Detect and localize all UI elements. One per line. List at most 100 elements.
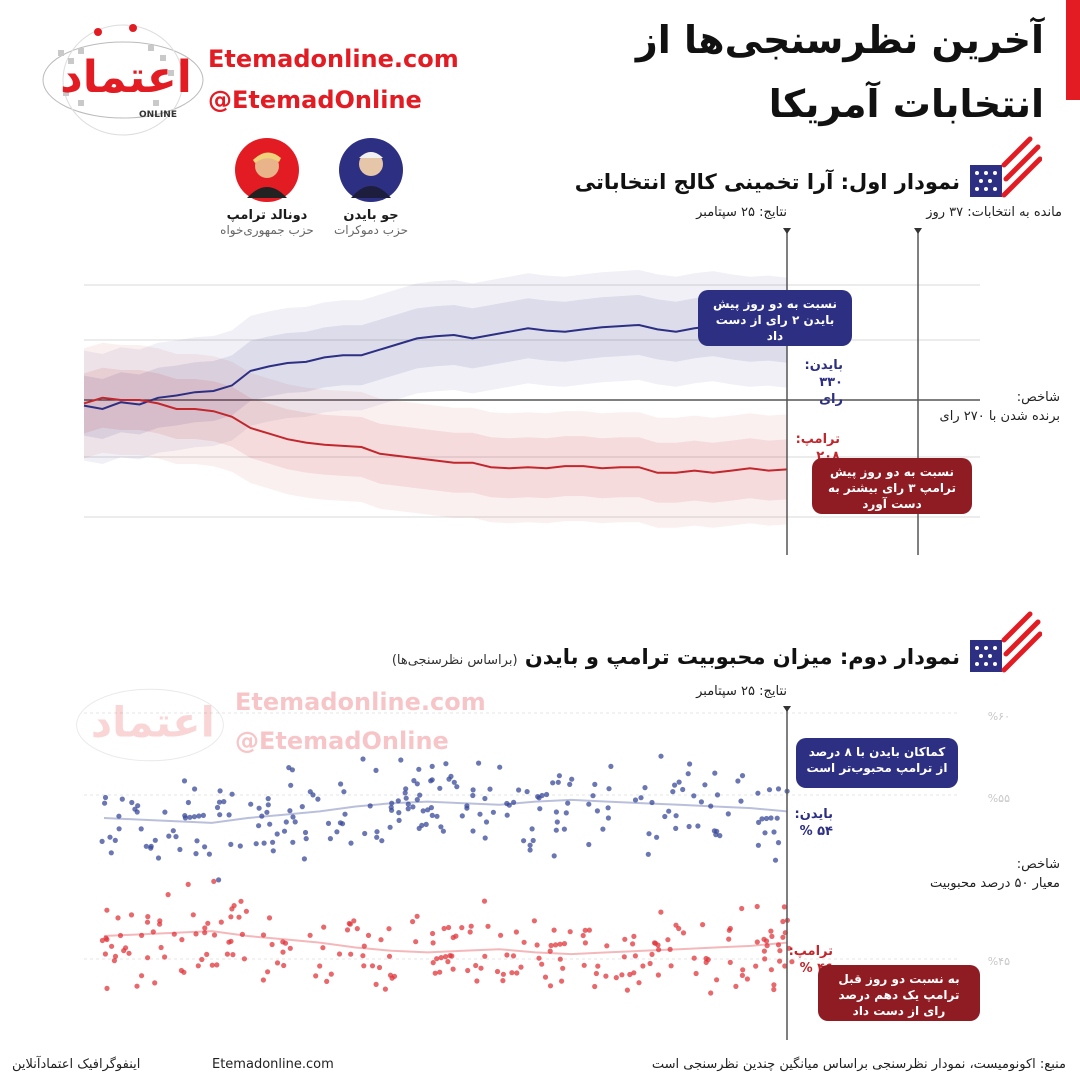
chart2-poll-dot: [302, 829, 309, 836]
chart2-poll-dot: [494, 968, 501, 975]
chart2-poll-dot: [274, 960, 281, 966]
chart2-poll-dot: [561, 941, 568, 947]
chart2-poll-dot: [714, 977, 720, 983]
chart2-trend-line: [103, 930, 788, 956]
chart2-poll-dot: [768, 928, 774, 934]
chart1-confidence-band: [84, 367, 787, 503]
chart2-poll-dot: [739, 972, 746, 979]
y-tick: %۴۵: [987, 955, 1010, 968]
chart2-poll-dot: [287, 945, 293, 951]
chart2-poll-dot: [165, 892, 171, 898]
chart2-poll-dot: [771, 829, 777, 835]
y-tick: %۶۰: [987, 710, 1010, 723]
chart2-poll-dot: [324, 978, 330, 985]
chart2-poll-dot: [550, 780, 556, 786]
chart2-poll-dot: [182, 813, 188, 819]
chart2-poll-dot: [238, 898, 244, 904]
chart2-poll-dot: [708, 990, 714, 996]
chart2-poll-dot: [243, 908, 249, 914]
chart2-poll-dot: [206, 851, 212, 857]
chart2-poll-dot: [662, 813, 668, 820]
chart2-poll-dot: [116, 826, 122, 832]
chart2-poll-dot: [459, 813, 465, 819]
chart2-poll-dot: [192, 786, 198, 792]
chart2-poll-dot: [481, 898, 488, 904]
chart2-poll-dot: [624, 987, 631, 993]
chart2-poll-dot: [195, 963, 201, 969]
chart2-poll-dot: [420, 808, 426, 814]
chart2-poll-dot: [443, 954, 449, 960]
chart2-poll-dot: [348, 840, 354, 846]
chart2-poll-dot: [196, 813, 202, 819]
trump-portrait-icon: [235, 138, 299, 202]
chart2-poll-dot: [104, 985, 110, 992]
chart2-poll-dot: [217, 812, 223, 818]
svg-text:اعتماد: اعتماد: [60, 52, 192, 103]
index-body: معیار ۵۰ درصد محبوبیت: [930, 876, 1060, 891]
chart2-poll-dot: [687, 761, 693, 767]
chart2-poll-dot: [755, 842, 762, 848]
chart2-poll-dot: [513, 929, 520, 935]
chart2-poll-dot: [447, 953, 453, 959]
chart2-poll-dot: [631, 970, 637, 976]
chart1-biden-label: بایدن: ۳۳۰ رای: [793, 357, 843, 408]
label-line: بایدن:: [804, 358, 843, 373]
chart2-poll-dot: [580, 932, 586, 939]
chart2-poll-dot: [228, 914, 234, 920]
chart2-poll-dot: [205, 920, 211, 926]
chart2-poll-dot: [673, 813, 679, 819]
chart2-poll-dot: [516, 787, 522, 793]
chart2-poll-dot: [116, 813, 122, 819]
chart2-poll-dot: [387, 824, 393, 830]
chart2-poll-dot: [365, 932, 372, 939]
chart2-poll-dot: [389, 800, 395, 806]
chart2-poll-dot: [134, 983, 140, 989]
chart2-poll-dot: [441, 925, 447, 932]
chart2-poll-dot: [498, 932, 504, 938]
chart2-poll-dot: [608, 763, 614, 770]
index-title: شاخص:: [1016, 857, 1060, 872]
chart2-poll-dot: [162, 954, 168, 960]
chart2-poll-dot: [764, 943, 770, 949]
chart2-poll-dot: [288, 782, 294, 788]
chart2-poll-dot: [569, 776, 575, 782]
chart2-poll-dot: [221, 799, 227, 805]
chart2-poll-dot: [396, 810, 402, 816]
chart2-poll-dot: [771, 986, 777, 993]
chart2-poll-dot: [468, 923, 474, 929]
chart2-poll-dot: [478, 965, 484, 971]
chart2-poll-dot: [771, 982, 777, 988]
chart2-poll-dot: [260, 977, 266, 983]
chart2-poll-dot: [448, 773, 454, 780]
chart2-poll-dot: [470, 787, 476, 793]
chart2-poll-dot: [202, 925, 208, 931]
chart2-poll-dot: [705, 957, 711, 963]
chart2-poll-dot: [270, 848, 276, 854]
chart2-poll-dot: [630, 941, 636, 947]
chart2-poll-dot: [112, 837, 118, 844]
chart2-poll-dot: [595, 963, 601, 969]
chart2-poll-dot: [170, 828, 176, 834]
chart2-poll-dot: [774, 815, 780, 821]
chart2-poll-dot: [204, 951, 210, 958]
chart2-poll-dot: [361, 943, 367, 949]
chart2-poll-dot: [547, 948, 553, 954]
chart2-poll-dot: [777, 948, 783, 954]
chart2-poll-dot: [139, 932, 145, 939]
chart2-poll-dot: [102, 794, 109, 801]
chart2-poll-dot: [217, 788, 223, 794]
chart2-poll-dot: [652, 940, 659, 946]
candidate-party: حزب جمهوری‌خواه: [220, 223, 314, 237]
candidate-trump: دونالد ترامپ حزب جمهوری‌خواه: [212, 138, 322, 237]
chart2-poll-dot: [539, 961, 545, 967]
chart2-poll-dot: [727, 925, 733, 932]
chart2-poll-dot: [756, 819, 762, 826]
chart2-poll-dot: [351, 918, 357, 924]
chart2-poll-dot: [483, 819, 490, 825]
chart2-poll-dot: [290, 839, 296, 845]
chart2-poll-dot: [237, 843, 243, 849]
chart2-poll-dot: [714, 828, 720, 834]
chart2-poll-dot: [647, 960, 653, 967]
chart2-poll-dot: [437, 785, 443, 791]
chart2-poll-dot: [500, 978, 506, 984]
